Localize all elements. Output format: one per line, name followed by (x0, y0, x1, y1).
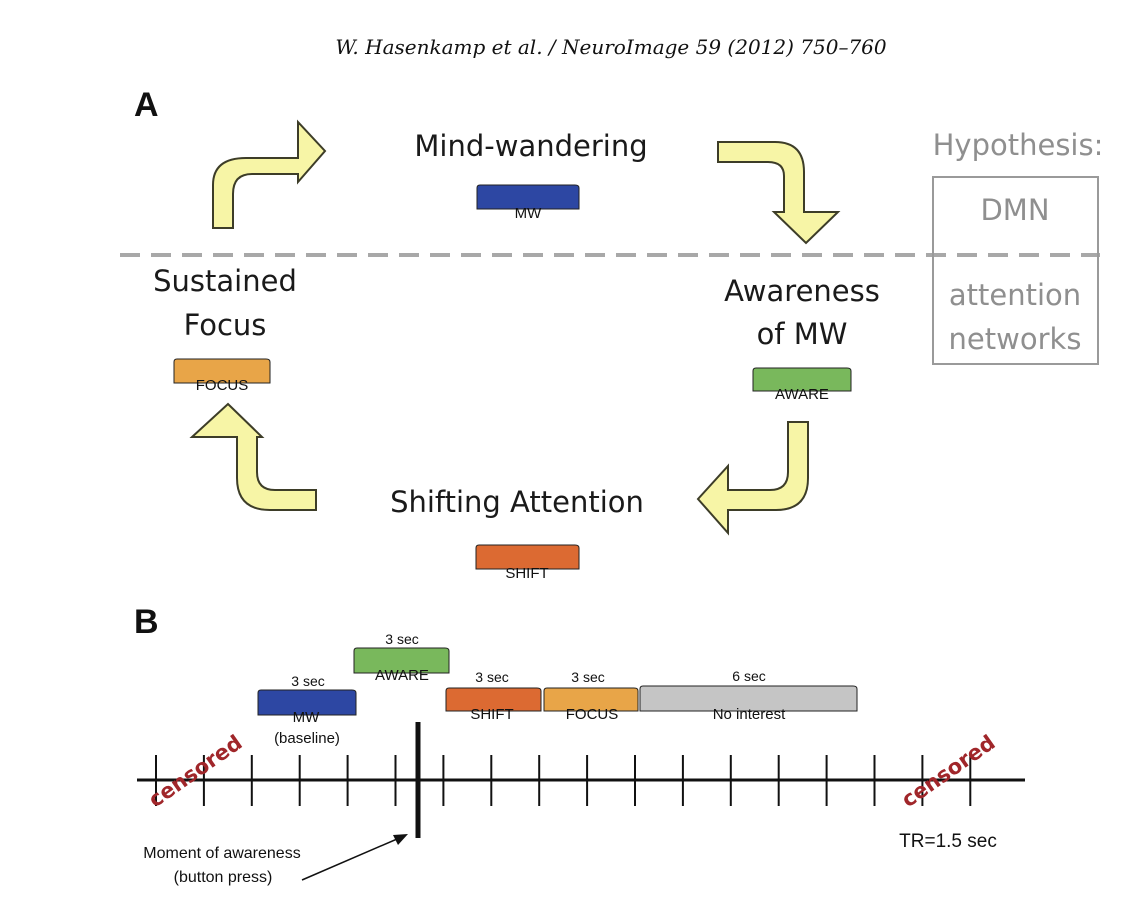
block-mw-b-label: MW (293, 709, 320, 726)
block-aware-a (752, 367, 852, 392)
stage-awareness-line2: of MW (757, 317, 848, 351)
hypothesis-attention-line2: networks (949, 322, 1082, 356)
moment-label-line2: (button press) (174, 869, 273, 886)
hypothesis-title: Hypothesis: (933, 128, 1104, 162)
block-focus-a-label: FOCUS (196, 377, 249, 394)
moment-pointer-arrowhead-icon (393, 834, 408, 845)
duration-mw: 3 sec (291, 673, 324, 689)
duration-focus: 3 sec (571, 669, 604, 685)
block-mw-a (476, 184, 580, 210)
stage-sustained-line2: Focus (184, 308, 267, 342)
block-shift-b-label: SHIFT (470, 706, 513, 723)
block-shift-a-label: SHIFT (505, 565, 548, 582)
block-focus-b-label: FOCUS (566, 706, 619, 723)
moment-label-line1: Moment of awareness (143, 845, 300, 862)
hypothesis-dmn: DMN (980, 193, 1049, 227)
duration-no-interest: 6 sec (732, 668, 765, 684)
stage-awareness-line1: Awareness (724, 274, 880, 308)
block-no-interest-b-label: No interest (713, 706, 786, 723)
stage-shifting-attention: Shifting Attention (390, 485, 644, 519)
block-mw-b (257, 689, 357, 716)
block-shift-a (475, 544, 580, 570)
tr-label: TR=1.5 sec (899, 831, 997, 852)
curved-arrow-down-left-icon (696, 421, 809, 536)
citation-header: W. Hasenkamp et al. / NeuroImage 59 (201… (335, 35, 887, 59)
block-aware-b (353, 647, 450, 674)
block-mw-a-label: MW (515, 205, 542, 222)
hypothesis-box (932, 176, 1099, 365)
block-no-interest-b (639, 685, 858, 712)
curved-arrow-right-down-icon (717, 141, 841, 245)
duration-aware: 3 sec (385, 631, 418, 647)
moment-pointer-line (301, 835, 405, 881)
block-mw-b-sublabel: (baseline) (274, 730, 340, 747)
stage-mind-wandering: Mind-wandering (414, 129, 647, 163)
curved-arrow-left-up-icon (189, 402, 317, 511)
hypothesis-attention-line1: attention (949, 278, 1081, 312)
block-shift-b (445, 687, 542, 712)
censored-left-label: censored (144, 730, 246, 812)
block-focus-a (173, 358, 271, 384)
panel-b-label: B (134, 603, 159, 641)
block-focus-b (543, 687, 639, 712)
panel-a-label: A (134, 86, 159, 124)
stage-sustained-line1: Sustained (153, 264, 297, 298)
censored-right-label: censored (897, 730, 999, 812)
block-aware-a-label: AWARE (775, 386, 829, 403)
curved-arrow-up-right-icon (212, 119, 327, 229)
timeline-ticks (155, 755, 972, 806)
block-aware-b-label: AWARE (375, 667, 429, 684)
duration-shift: 3 sec (475, 669, 508, 685)
